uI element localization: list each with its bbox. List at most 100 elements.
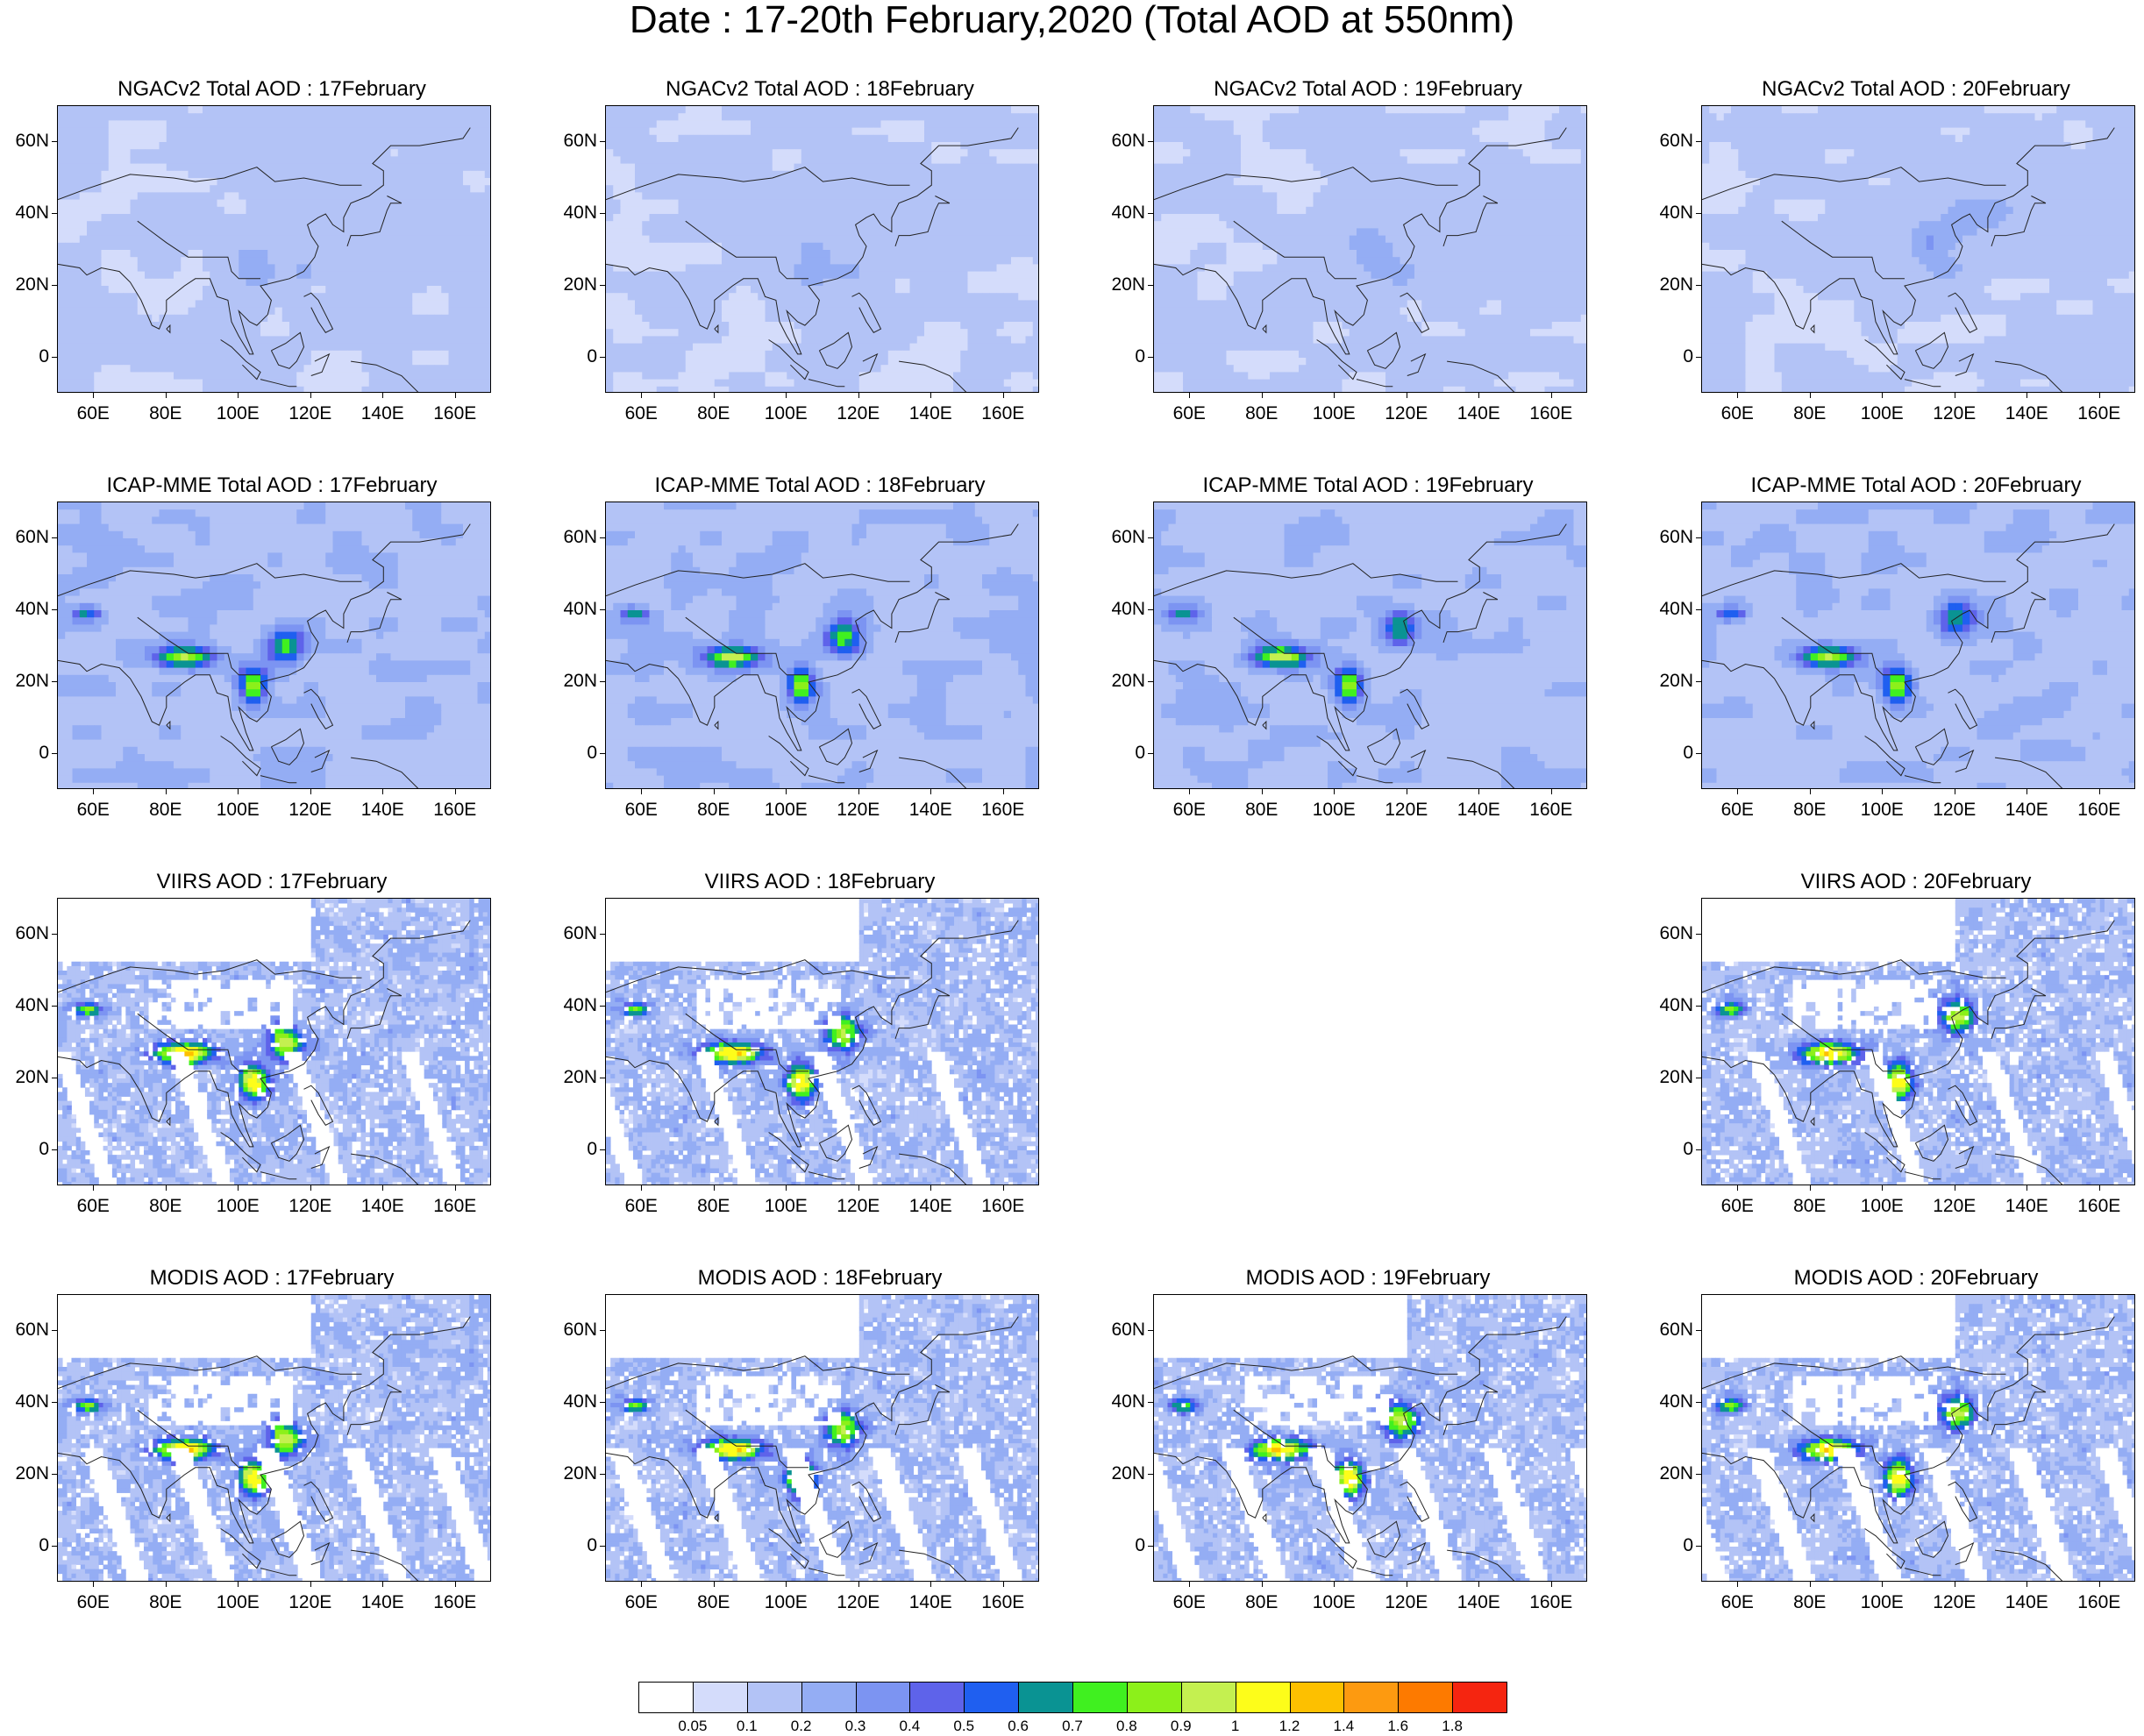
lat-tick-label: 40N — [1096, 1391, 1145, 1412]
lon-tick — [1334, 393, 1336, 398]
lon-tick — [310, 789, 311, 794]
aod-field — [606, 1295, 1038, 1581]
lat-tick — [1696, 357, 1701, 358]
aod-map — [605, 502, 1039, 789]
aod-grid — [606, 1295, 1038, 1581]
aod-field — [1702, 106, 2134, 392]
lon-tick-label: 100E — [1851, 1196, 1913, 1217]
lat-tick-label: 0 — [1096, 1535, 1145, 1556]
colorbar-swatch — [1343, 1682, 1400, 1713]
panel-title: NGACv2 Total AOD : 17February — [0, 77, 544, 102]
coastlines — [58, 1316, 471, 1581]
lon-tick-label: 100E — [755, 1196, 816, 1217]
map-panel-modis-19: MODIS AOD : 19February 60N 40N 20N 0 60E 80E 10… — [1096, 1266, 1640, 1634]
lon-tick-label: 60E — [1158, 800, 1220, 821]
lon-tick-label: 60E — [1706, 1196, 1768, 1217]
aod-map — [57, 502, 491, 789]
lon-tick-label: 80E — [1779, 800, 1841, 821]
lon-tick — [713, 393, 715, 398]
lon-tick-label: 100E — [207, 1592, 268, 1613]
colorbar-swatches — [638, 1682, 1507, 1713]
lat-tick-label: 0 — [1096, 346, 1145, 367]
panel-title: VIIRS AOD : 18February — [548, 870, 1092, 894]
map-panel-ngac-19: NGACv2 Total AOD : 19February 60N 40N 20N 0 6… — [1096, 77, 1640, 445]
lon-tick-label: 80E — [135, 1196, 196, 1217]
lat-tick-label: 0 — [0, 346, 49, 367]
colorbar-swatch — [1398, 1682, 1454, 1713]
lat-tick — [1696, 934, 1701, 935]
lon-tick — [382, 393, 384, 398]
colorbar-swatch — [801, 1682, 857, 1713]
map-panel-viirs-20: VIIRS AOD : 20February 60N 40N 20N 0 60E 80E 10… — [1644, 870, 2144, 1238]
lat-tick-label: 40N — [548, 599, 597, 620]
coastlines — [58, 127, 471, 392]
lat-tick — [1148, 285, 1153, 286]
colorbar-label: 1.2 — [1264, 1718, 1316, 1734]
lon-tick — [2098, 393, 2100, 398]
lon-tick-label: 140E — [1448, 403, 1509, 424]
lon-tick-label: 80E — [135, 403, 196, 424]
aod-grid — [1702, 899, 2134, 1185]
aod-grid — [1154, 106, 1586, 392]
lon-tick-label: 100E — [755, 1592, 816, 1613]
lon-tick — [93, 1185, 95, 1191]
aod-map — [1153, 1294, 1587, 1582]
lon-tick — [930, 789, 932, 794]
colorbar-swatch — [909, 1682, 965, 1713]
lon-tick — [930, 1582, 932, 1587]
aod-map — [1153, 105, 1587, 393]
lat-tick — [1696, 1149, 1701, 1150]
colorbar-swatch — [1126, 1682, 1182, 1713]
colorbar-swatch — [1072, 1682, 1128, 1713]
lat-tick — [600, 1474, 605, 1475]
lat-tick — [600, 681, 605, 682]
lon-tick — [641, 789, 643, 794]
lat-tick — [52, 1546, 57, 1547]
lat-tick — [600, 934, 605, 935]
coastlines — [1154, 1316, 1567, 1581]
lat-tick-label: 20N — [548, 1067, 597, 1088]
lat-tick-label: 40N — [548, 1391, 597, 1412]
colorbar-swatch — [746, 1682, 802, 1713]
panel-title: ICAP-MME Total AOD : 19February — [1096, 473, 1640, 498]
lon-tick — [454, 789, 456, 794]
aod-grid — [58, 106, 490, 392]
aod-map — [605, 1294, 1039, 1582]
lon-tick — [1550, 393, 1552, 398]
panel-title: VIIRS AOD : 17February — [0, 870, 544, 894]
lon-tick — [930, 1185, 932, 1191]
lon-tick-label: 100E — [755, 403, 816, 424]
coastlines — [58, 920, 471, 1185]
lon-tick-label: 60E — [1706, 800, 1768, 821]
lon-tick — [1882, 1582, 1884, 1587]
colorbar-label: 0.9 — [1155, 1718, 1207, 1734]
lon-tick-label: 160E — [424, 1592, 486, 1613]
panel-title: NGACv2 Total AOD : 20February — [1644, 77, 2144, 102]
aod-grid — [1702, 1295, 2134, 1581]
colorbar-swatch — [1018, 1682, 1073, 1713]
lat-tick-label: 20N — [0, 671, 49, 692]
panel-title: ICAP-MME Total AOD : 18February — [548, 473, 1092, 498]
lat-tick — [1696, 285, 1701, 286]
lon-tick — [454, 393, 456, 398]
lon-tick-label: 120E — [828, 1196, 889, 1217]
aod-field — [606, 106, 1038, 392]
lon-tick — [454, 1582, 456, 1587]
aod-field — [1154, 1295, 1586, 1581]
lat-tick-label: 40N — [0, 1391, 49, 1412]
lat-tick-label: 40N — [548, 995, 597, 1016]
lat-tick-label: 60N — [548, 1320, 597, 1341]
lat-tick — [1148, 357, 1153, 358]
lon-tick-label: 140E — [352, 1592, 413, 1613]
lat-tick-label: 60N — [548, 527, 597, 548]
lon-tick — [1882, 393, 1884, 398]
lat-tick — [600, 357, 605, 358]
lon-tick-label: 100E — [207, 800, 268, 821]
lon-tick — [641, 1582, 643, 1587]
lat-tick — [600, 1546, 605, 1547]
lon-tick-label: 100E — [1303, 1592, 1364, 1613]
lon-tick — [1550, 1582, 1552, 1587]
lon-tick — [858, 789, 859, 794]
colorbar-label: 0.8 — [1100, 1718, 1153, 1734]
lon-tick — [1882, 1185, 1884, 1191]
